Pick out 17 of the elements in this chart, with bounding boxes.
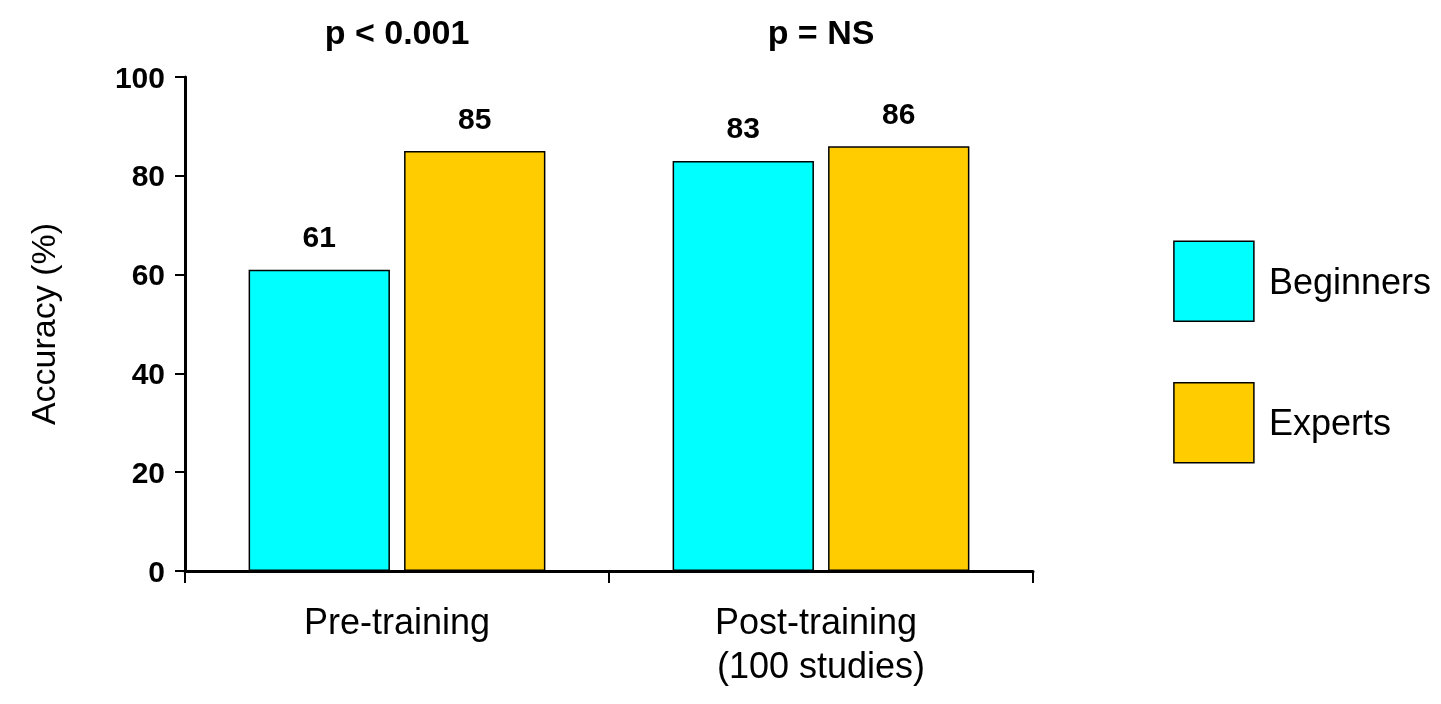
legend-label: Beginners [1268, 260, 1431, 302]
y-tick-label: 40 [131, 356, 165, 390]
data-label: 61 [302, 220, 336, 254]
x-tick-label: Pre-training [303, 600, 491, 642]
data-label: 86 [882, 96, 916, 130]
y-tick-label: 60 [131, 258, 165, 292]
data-label: 83 [726, 111, 760, 145]
y-axis-title: Accuracy (%) [24, 222, 62, 426]
data-label: 85 [458, 101, 492, 135]
y-tick-label: 20 [131, 455, 165, 489]
text: p = NS [767, 13, 875, 51]
legend-label: Experts [1268, 402, 1391, 444]
text: p < 0.001 [324, 13, 470, 51]
y-tick-label: 0 [148, 554, 165, 588]
y-tick-label: 100 [114, 60, 165, 94]
y-tick-label: 80 [131, 159, 165, 193]
x-tick-label: Post-training (100 studies) [714, 600, 928, 686]
